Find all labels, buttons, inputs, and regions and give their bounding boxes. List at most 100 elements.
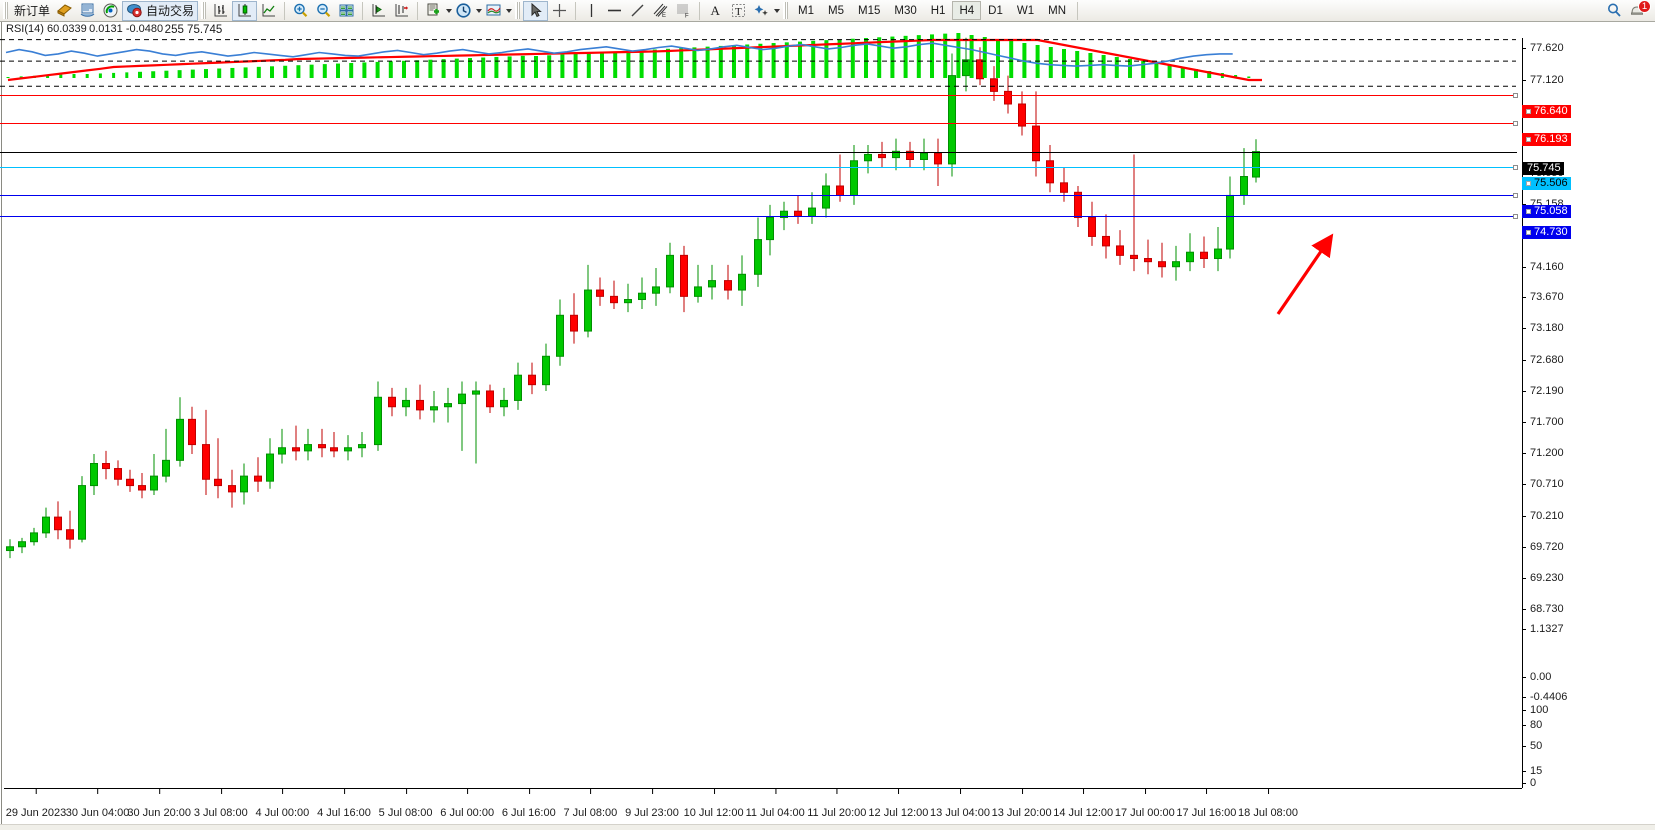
main-toolbar: 新订单 自动交易: [0, 0, 1655, 22]
price-tag-value: 76.640: [1534, 105, 1568, 118]
timeframe-m15[interactable]: M15: [858, 4, 881, 17]
expert-advisors-icon[interactable]: [53, 1, 76, 21]
candle: [42, 507, 50, 538]
auto-scroll-icon[interactable]: [390, 1, 413, 21]
period-clock-icon[interactable]: [452, 1, 475, 21]
timeframe-d1[interactable]: D1: [988, 4, 1003, 17]
candle: [1186, 233, 1194, 272]
rsi-pane[interactable]: RSI(14) 60.0339: [0, 23, 1518, 764]
navigator-icon[interactable]: [99, 1, 122, 21]
candle: [1214, 226, 1222, 272]
bar-chart-icon[interactable]: [209, 1, 232, 21]
support-line-74730[interactable]: [0, 213, 1518, 219]
tile-windows-icon[interactable]: [335, 1, 358, 21]
resistance-line-76640-handle[interactable]: [1513, 93, 1518, 99]
zoom-in-icon[interactable]: [289, 1, 312, 21]
trendline-icon[interactable]: [626, 1, 649, 21]
candle: [1046, 144, 1054, 193]
candle: [430, 390, 438, 423]
candle: [724, 264, 732, 300]
tag-nub: [1526, 109, 1531, 115]
macd-pane[interactable]: MACD(12,26,9) -0.0131 -0.0480: [0, 23, 1518, 684]
toolbar-grip-2[interactable]: [201, 2, 207, 19]
timeframe-m5[interactable]: M5: [828, 4, 844, 17]
fibonacci-icon[interactable]: F: [672, 1, 695, 21]
support-line-75058-tag: 75.058: [1522, 204, 1571, 218]
time-axis-label: 17 Jul 00:00: [1114, 789, 1175, 819]
up-arrow-annotation[interactable]: [1270, 232, 1340, 322]
timeframe-h4[interactable]: H4: [952, 1, 982, 20]
candle: [794, 195, 802, 224]
line-chart-icon[interactable]: [257, 1, 280, 21]
new-order-button[interactable]: 新订单: [11, 1, 53, 21]
candlestick-chart-icon[interactable]: [232, 0, 258, 21]
candle: [1088, 201, 1096, 246]
objects-dropdown-caret[interactable]: [774, 8, 781, 13]
timeframe-mn[interactable]: MN: [1048, 4, 1066, 17]
time-axis[interactable]: 29 Jun 2023 30 Jun 04:00 30 Jun 20:00 3 Jul…: [4, 788, 1522, 830]
time-axis-label: 13 Jul 04:00: [930, 789, 990, 819]
equidistant-channel-icon[interactable]: E: [649, 1, 672, 21]
chart-shift-icon[interactable]: [367, 1, 390, 21]
candle: [624, 283, 632, 313]
objects-icon[interactable]: [750, 1, 773, 21]
toolbar-grip-3[interactable]: [515, 2, 521, 19]
zoom-out-icon[interactable]: [312, 1, 335, 21]
candle: [878, 141, 886, 168]
current-price-line[interactable]: [0, 151, 1517, 153]
autotrading-button[interactable]: 自动交易: [122, 0, 199, 21]
candle: [240, 463, 248, 505]
candle: [138, 472, 146, 499]
text-label-icon[interactable]: A: [704, 1, 727, 21]
resistance-line-76640[interactable]: [0, 93, 1518, 99]
candle: [1060, 167, 1068, 202]
timeframe-w1[interactable]: W1: [1016, 4, 1035, 17]
toolbar-grip[interactable]: [3, 2, 8, 19]
candle: [1018, 91, 1026, 136]
candle: [458, 381, 466, 451]
timeframe-h1[interactable]: H1: [930, 4, 946, 17]
time-axis-label: 4 Jul 00:00: [255, 789, 310, 819]
toolbar-separator-3: [417, 1, 419, 20]
support-line-75058-handle[interactable]: [1513, 192, 1518, 198]
candle: [962, 37, 970, 92]
search-icon[interactable]: [1603, 1, 1626, 21]
crosshair-icon[interactable]: [548, 1, 571, 21]
cursor-icon[interactable]: [523, 0, 549, 21]
candle: [1158, 242, 1166, 278]
text-label-glyph: A: [711, 3, 721, 18]
period-clock-glyph: [456, 3, 471, 18]
candle: [680, 245, 688, 313]
pivot-line-75506[interactable]: [0, 164, 1518, 170]
resistance-line-76193[interactable]: [0, 121, 1518, 127]
vertical-line-icon[interactable]: [580, 1, 603, 21]
candle: [18, 537, 26, 554]
rsi-tick-label: 50: [1530, 740, 1543, 753]
timeframe-m1[interactable]: M1: [798, 4, 815, 17]
templates-icon[interactable]: [482, 1, 505, 21]
support-line-74730-handle[interactable]: [1513, 213, 1518, 219]
indicators-dropdown-caret[interactable]: [446, 8, 453, 13]
timeframe-m30[interactable]: M30: [894, 4, 917, 17]
resistance-line-76193-handle[interactable]: [1513, 121, 1518, 127]
price-tick-label: 68.730: [1530, 603, 1564, 616]
candle: [610, 280, 618, 309]
horizontal-line-icon[interactable]: [603, 1, 626, 21]
price-tick-label: 70.710: [1530, 478, 1564, 491]
candlestick-series: [6, 37, 1260, 559]
pivot-line-75506-handle[interactable]: [1513, 164, 1518, 170]
candle: [54, 501, 62, 540]
text-box-icon[interactable]: T: [727, 1, 750, 21]
toolbar-grip-4[interactable]: [783, 2, 789, 19]
indicators-add-icon[interactable]: [422, 1, 445, 21]
price-axis[interactable]: 77.62077.12076.14075.65075.15874.68074.1…: [1521, 38, 1655, 789]
alerts-button[interactable]: 1: [1626, 0, 1651, 21]
price-pane[interactable]: [0, 22, 1518, 602]
zoom-out-glyph: [317, 3, 331, 17]
templates-dropdown-caret[interactable]: [506, 8, 513, 13]
support-line-75058[interactable]: [0, 192, 1518, 198]
price-tick-69-720: 69.720: [1522, 541, 1564, 553]
period-dropdown-caret[interactable]: [476, 8, 483, 13]
candle: [78, 476, 86, 543]
data-window-icon[interactable]: [76, 1, 99, 21]
